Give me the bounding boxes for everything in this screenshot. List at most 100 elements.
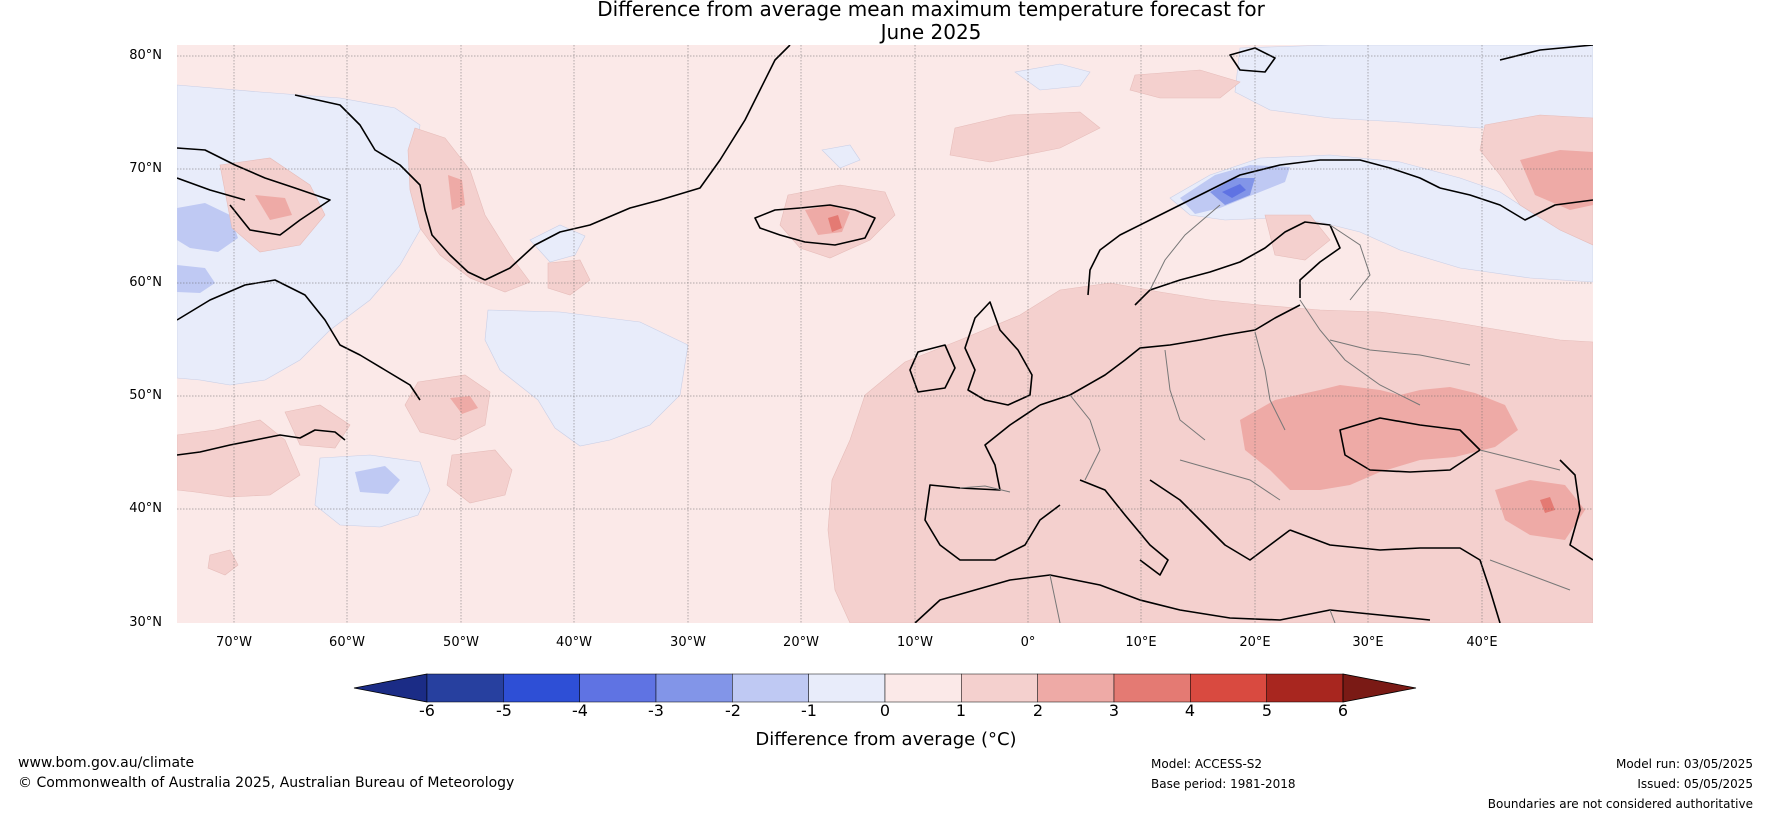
coast-greenland-east — [484, 45, 791, 281]
coast-caspian — [1559, 459, 1593, 561]
colorbar-segment — [884, 673, 962, 703]
graticule — [177, 45, 1593, 623]
warm-nova-scotia — [177, 419, 301, 498]
cooler-baffin — [177, 203, 238, 252]
colorbar-segment — [1190, 673, 1267, 703]
lat-label-70n: 70°N — [129, 161, 162, 176]
warm-atlantic-south — [446, 449, 513, 504]
hot-core-iceland — [828, 215, 842, 232]
colorbar-title: Difference from average (°C) — [755, 729, 1017, 750]
colorbar-tick: -6 — [419, 701, 435, 720]
cooler-atlantic-blob — [355, 466, 400, 494]
coast-black-sea — [1339, 417, 1481, 473]
footer-model-run: Model run: 03/05/2025 — [1615, 757, 1753, 771]
warmer-urals — [1520, 150, 1593, 210]
colorbar-segment — [1113, 673, 1191, 703]
colorbar-segment — [1266, 673, 1344, 703]
lon-label-70w: 70°W — [216, 635, 252, 650]
border-middle-east — [1489, 559, 1571, 591]
coast-balkans-greece — [1149, 479, 1291, 561]
footer-model: Model: ACCESS-S2 — [1151, 757, 1263, 771]
warm-greenland-south — [547, 259, 591, 296]
warmer-newfoundland-coast — [450, 396, 478, 414]
border-north-africa — [1049, 574, 1061, 623]
warmer-baffin-coast — [255, 195, 292, 220]
lat-label-60n: 60°N — [129, 275, 162, 290]
warm-atlantic-west — [404, 374, 491, 441]
cool-iceland-north — [821, 144, 861, 169]
colorbar-tick: -5 — [496, 701, 512, 720]
title-line-2: June 2025 — [880, 20, 982, 44]
lon-label-40w: 40°W — [556, 635, 592, 650]
coast-labrador — [177, 279, 421, 401]
border-libya-egypt — [1329, 609, 1336, 623]
border-ukraine — [1329, 339, 1471, 366]
colorbar-tick: -2 — [725, 701, 741, 720]
cool-greenland-east — [529, 224, 586, 263]
coast-nova-scotia — [177, 429, 346, 456]
colorbar-under-arrow — [353, 673, 428, 703]
colorbar-tick: 4 — [1184, 701, 1196, 720]
colorbar-tick: -1 — [801, 701, 817, 720]
coast-norway — [1087, 159, 1441, 296]
footer-copyright: © Commonwealth of Australia 2025, Austra… — [18, 775, 515, 791]
border-germany-poland — [1164, 349, 1206, 441]
warm-bay-biscay — [207, 549, 239, 576]
colorbar-segment — [655, 673, 733, 703]
colorbar-tick: 2 — [1032, 701, 1044, 720]
colorbar-tick: 3 — [1108, 701, 1120, 720]
border-russia-baltic — [1299, 299, 1421, 406]
colorbar-tick: 1 — [955, 701, 967, 720]
border-central-europe — [1069, 394, 1101, 481]
lon-label-60w: 60°W — [329, 635, 365, 650]
coast-baffin — [177, 147, 331, 236]
border-norway-sweden — [1149, 204, 1221, 291]
coast-france-iberia — [924, 404, 1061, 561]
footer-disclaimer: Boundaries are not considered authoritat… — [1487, 797, 1753, 811]
warmer-turkey — [1495, 480, 1585, 540]
coast-kola-white-sea — [1439, 187, 1593, 221]
warm-arctic-ocean-2 — [1129, 69, 1241, 99]
coast-ireland — [909, 344, 956, 393]
colorbar-segment — [1037, 673, 1115, 703]
coast-continental-europe — [1039, 304, 1301, 406]
colorbar-tick: -4 — [572, 701, 588, 720]
border-balkans — [1179, 459, 1281, 501]
lon-label-30e: 30°E — [1352, 635, 1384, 650]
cool-arctic-east — [1234, 45, 1593, 129]
colorbar-tick: 0 — [879, 701, 891, 720]
coast-turkey-levant — [1289, 529, 1501, 623]
warm-arctic-ocean-1 — [949, 111, 1101, 163]
coast-svalbard — [1229, 47, 1276, 73]
cold-core-norway-inner — [1222, 184, 1246, 198]
lon-label-30w: 30°W — [670, 635, 706, 650]
warmer-regions — [255, 150, 1593, 540]
coast-hudson — [177, 177, 246, 201]
lon-label-10w: 10°W — [897, 635, 933, 650]
warm-europe — [827, 282, 1593, 623]
warmer-black-sea — [1325, 388, 1380, 415]
lat-label-80n: 80°N — [129, 48, 162, 63]
colorbar-tick: -3 — [648, 701, 664, 720]
coast-italy — [1079, 479, 1169, 576]
footer-base-period: Base period: 1981-2018 — [1151, 777, 1296, 791]
lon-label-20e: 20°E — [1239, 635, 1271, 650]
cooler-labrador — [177, 265, 215, 293]
cool-barents-blob — [1014, 63, 1091, 91]
lat-label-50n: 50°N — [129, 388, 162, 403]
lat-label-40n: 40°N — [129, 501, 162, 516]
country-borders — [959, 204, 1571, 623]
border-caucasus — [1479, 449, 1561, 471]
lon-label-10e: 10°E — [1125, 635, 1157, 650]
colorbar-segment — [961, 673, 1038, 703]
colorbar-tick: 6 — [1337, 701, 1349, 720]
lon-label-0: 0° — [1020, 635, 1036, 650]
colorbar-segment — [426, 673, 504, 703]
coast-novaya-zemlya — [1499, 45, 1593, 61]
lon-label-20w: 20°W — [783, 635, 819, 650]
colorbar — [353, 673, 1417, 703]
footer-website: www.bom.gov.au/climate — [18, 755, 195, 771]
colorbar-segment — [732, 673, 809, 703]
colorbar-over-arrow — [1342, 673, 1417, 703]
border-france-spain — [959, 485, 1011, 493]
